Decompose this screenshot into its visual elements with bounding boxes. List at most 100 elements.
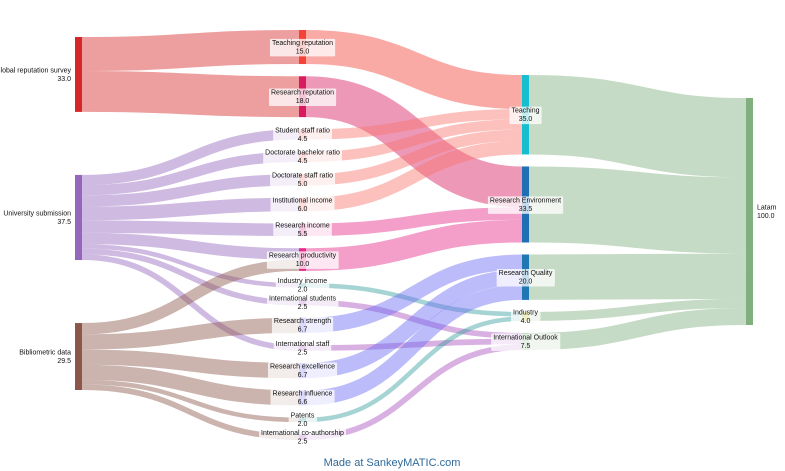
label-background xyxy=(273,221,332,240)
link xyxy=(81,71,300,118)
link xyxy=(81,244,300,288)
label-background xyxy=(273,126,332,144)
label-background xyxy=(273,339,332,358)
link xyxy=(305,269,523,379)
node-value: 37.5 xyxy=(57,219,71,226)
node-value: 33.0 xyxy=(57,76,71,83)
node-label: International co-authorship xyxy=(261,430,344,437)
node-label: Institutional income xyxy=(273,197,333,204)
link xyxy=(305,30,523,110)
node-value: 2.5 xyxy=(298,304,308,311)
node-value: 15.0 xyxy=(296,48,310,55)
node-label: Industry income xyxy=(278,278,328,285)
node-label: Teaching xyxy=(511,108,539,115)
link xyxy=(528,307,747,350)
link xyxy=(81,174,300,207)
labels: Global reputation survey 33.0 University s… xyxy=(0,38,777,447)
link xyxy=(528,75,747,178)
link xyxy=(305,207,523,236)
node-label: International Outlook xyxy=(493,334,558,341)
node-value: 4.0 xyxy=(521,318,531,325)
node-value: 33.5 xyxy=(519,206,533,213)
node-label: Bibliometric data xyxy=(19,349,71,356)
node-label: Teaching reputation xyxy=(272,40,333,47)
label-background xyxy=(269,38,336,57)
node-label: Research influence xyxy=(273,391,333,398)
link xyxy=(81,254,300,351)
link xyxy=(305,338,523,351)
link xyxy=(528,166,747,254)
link xyxy=(81,379,300,423)
link xyxy=(305,129,523,186)
link xyxy=(305,76,523,208)
node-value: 100.0 xyxy=(757,213,775,220)
node-value: 5.5 xyxy=(298,231,308,238)
node-label: Doctorate bachelor ratio xyxy=(265,150,340,157)
label-background xyxy=(487,196,564,214)
label-background xyxy=(270,196,335,214)
link xyxy=(305,316,523,423)
label-background xyxy=(511,308,541,326)
link xyxy=(81,259,300,335)
node-label: University submission xyxy=(3,210,71,217)
node-value: 2.5 xyxy=(298,349,308,356)
link xyxy=(305,299,523,339)
node-label: International staff xyxy=(276,341,330,348)
node-label: Student staff ratio xyxy=(275,127,330,134)
label-background xyxy=(288,411,317,430)
link xyxy=(81,349,300,379)
node-value: 6.6 xyxy=(298,399,308,406)
link xyxy=(528,298,747,321)
node-label: Research Environment xyxy=(490,197,561,204)
link xyxy=(305,254,523,333)
node-label: Research reputation xyxy=(271,90,334,97)
footer: Made at SankeyMATIC.com xyxy=(324,457,461,469)
link xyxy=(305,219,523,271)
node-label: Research productivity xyxy=(269,252,337,259)
node xyxy=(75,37,82,112)
node-label: Industry xyxy=(513,309,538,316)
label-background xyxy=(509,106,542,125)
node-value: 2.5 xyxy=(298,439,308,446)
label-background xyxy=(491,333,561,351)
link xyxy=(305,109,523,140)
label-background xyxy=(270,171,336,190)
label-background xyxy=(268,88,337,107)
node-value: 6.7 xyxy=(298,372,308,379)
link xyxy=(305,283,523,317)
node-value: 5.0 xyxy=(298,181,308,188)
node-value: 6.7 xyxy=(298,327,308,334)
node-value: 2.0 xyxy=(298,287,308,294)
link xyxy=(81,30,300,72)
node-label: Global reputation survey xyxy=(0,67,71,74)
label-background xyxy=(268,362,338,380)
node-value: 6.0 xyxy=(298,206,308,213)
label-background xyxy=(271,317,334,335)
node-label: Research Quality xyxy=(499,270,553,277)
links xyxy=(81,30,747,441)
node-label: Patents xyxy=(291,413,315,420)
node-label: Doctorate staff ratio xyxy=(272,173,333,180)
node-label: Research income xyxy=(275,223,330,230)
node-value: 20.0 xyxy=(519,279,533,286)
node xyxy=(75,174,82,261)
node-label: Latam xyxy=(757,204,777,211)
link xyxy=(305,284,523,406)
node-value: 7.5 xyxy=(521,343,531,350)
node-value: 29.5 xyxy=(57,358,71,365)
node-label: International students xyxy=(269,296,336,303)
node-value: 2.0 xyxy=(298,421,308,428)
node-value: 4.5 xyxy=(298,158,308,165)
label-background xyxy=(275,277,330,295)
label-background xyxy=(266,251,339,269)
label-background xyxy=(267,294,339,313)
node-value: 18.0 xyxy=(296,98,310,105)
link xyxy=(81,129,300,186)
node-label: Research strength xyxy=(274,318,331,325)
link xyxy=(305,140,523,212)
link xyxy=(81,220,300,236)
link xyxy=(81,197,300,221)
node xyxy=(746,98,753,325)
node-value: 35.0 xyxy=(519,116,533,123)
